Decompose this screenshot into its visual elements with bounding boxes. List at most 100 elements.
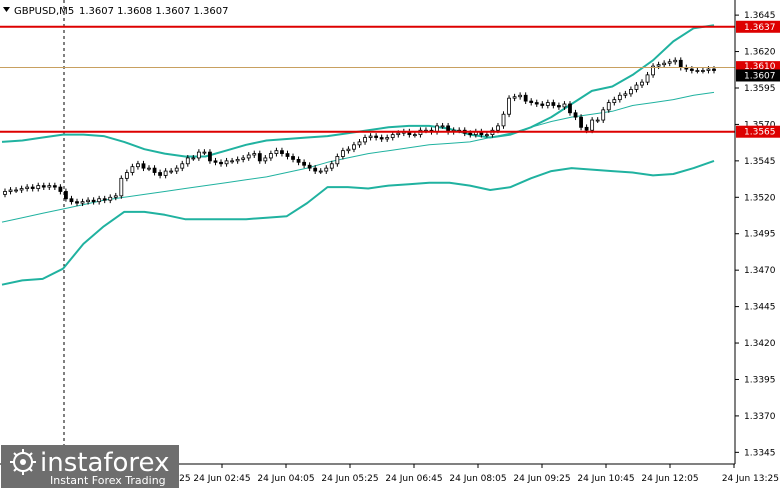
candle-body (191, 157, 196, 160)
candle (108, 194, 113, 204)
candle (180, 160, 185, 172)
plot-area (0, 0, 735, 464)
candle-body (651, 65, 655, 76)
x-tick-label: 24 Jun 10:45 (577, 474, 634, 484)
candle (169, 168, 174, 174)
candle (307, 162, 312, 172)
candle-body (579, 116, 583, 128)
candle-body (224, 160, 229, 165)
y-tick-label: 1.3420 (744, 339, 776, 349)
watermark-logo: instaforex Instant Forex Trading (1, 445, 179, 488)
candle-body (91, 199, 96, 203)
candle (163, 168, 168, 179)
candle-body (152, 167, 157, 173)
collapse-triangle-icon[interactable] (3, 7, 10, 12)
candle (274, 147, 279, 157)
candle (573, 109, 578, 121)
x-tick-label: 24 Jun 06:45 (385, 474, 442, 484)
candle-body (324, 167, 329, 172)
candle-body (280, 150, 284, 154)
candle-body (689, 68, 694, 71)
candle (291, 153, 295, 163)
y-tick-label: 1.3545 (744, 157, 776, 167)
candle (3, 188, 7, 198)
y-tick-label: 1.3395 (744, 375, 776, 385)
secondary-price-tag (736, 61, 780, 72)
candle-body (540, 103, 545, 106)
candle (19, 185, 24, 193)
candle (41, 182, 46, 191)
support-level-tag (736, 125, 780, 138)
support-level-label: 1.3565 (744, 128, 776, 138)
candle-body (52, 185, 57, 188)
candle-body (673, 59, 678, 63)
candle-body (318, 170, 323, 173)
candle-body (534, 102, 539, 105)
secondary-price-label: 1.3610 (744, 62, 776, 72)
candle-body (412, 134, 417, 137)
candle-body (374, 135, 379, 138)
candle-body (30, 186, 35, 189)
logo-tagline: Instant Forex Trading (50, 474, 166, 487)
candle-body (329, 163, 334, 169)
candle (268, 150, 273, 161)
x-tick-label: 24 Jun 13:25 (722, 474, 779, 484)
candle-body (158, 172, 162, 176)
candle (52, 182, 57, 191)
candle-body (130, 166, 135, 173)
candle (435, 122, 439, 135)
candle-body (545, 102, 550, 106)
candle-body (97, 198, 102, 203)
candle-body (147, 167, 151, 170)
candle (241, 155, 246, 163)
candle-body (41, 185, 46, 188)
candle-body (379, 137, 384, 140)
candle (318, 168, 323, 174)
candle (346, 146, 351, 154)
candle (130, 163, 135, 176)
candle (512, 93, 517, 102)
candle-body (340, 150, 345, 157)
candle-body (512, 96, 517, 99)
candle (8, 187, 13, 195)
symbol-label: GBPUSD,M5 (14, 6, 74, 17)
candle (285, 150, 290, 160)
y-tick-label: 1.3370 (744, 412, 776, 422)
candle (684, 64, 689, 72)
candle-body (385, 137, 390, 140)
logo-brand: instaforex (40, 448, 169, 478)
candle (662, 60, 667, 68)
candle (230, 157, 235, 164)
x-tick-label: 24 Jun 08:05 (449, 474, 506, 484)
candle-body (440, 125, 445, 128)
candle-body (496, 125, 500, 131)
candle-body (662, 62, 667, 66)
candle-body (484, 134, 489, 137)
resistance-level-tag (736, 20, 780, 33)
candle-body (601, 109, 606, 121)
candle (219, 159, 223, 167)
candle-body (629, 89, 633, 95)
candle-body (163, 170, 168, 176)
candle-body (529, 100, 534, 103)
candle (69, 195, 74, 205)
candle (678, 57, 683, 71)
candle (562, 101, 567, 110)
y-tick-label: 1.3345 (744, 448, 776, 458)
candle-body (612, 99, 617, 103)
bollinger-upper-line (1, 24, 715, 158)
candle-body (268, 153, 273, 159)
candle-body (213, 160, 218, 163)
candle-body (606, 102, 611, 111)
candle (136, 160, 140, 170)
candle (606, 99, 611, 113)
candle-body (645, 74, 650, 83)
candle (329, 160, 334, 172)
candle (357, 138, 362, 148)
candle-body (357, 141, 362, 146)
current-price-label: 1.3607 (744, 71, 776, 81)
candle-body (19, 188, 24, 191)
candle (590, 117, 595, 134)
instaforex-logo-icon (10, 449, 36, 475)
